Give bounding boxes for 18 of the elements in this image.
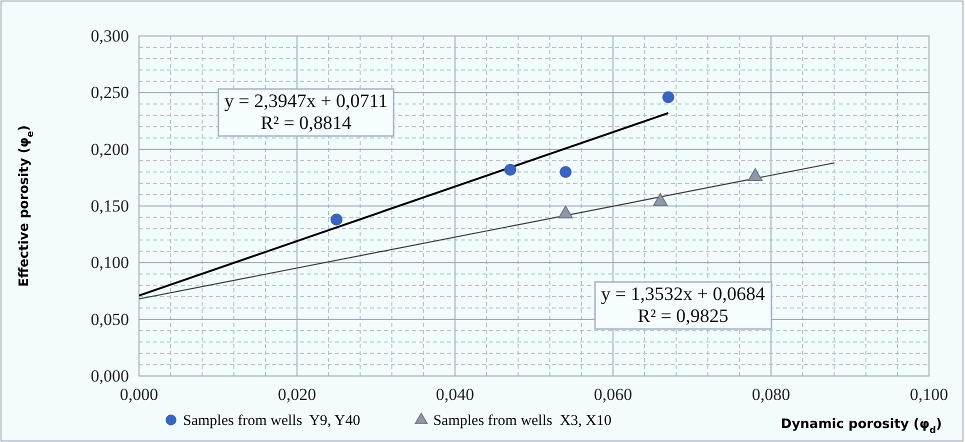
y-tick-label: 0,100: [90, 253, 129, 272]
y-tick-label: 0,000: [90, 366, 129, 386]
annotation: y = 1,3532x + 0,0684 R² = 0,9825: [601, 284, 766, 327]
annotation: y = 2,3947x + 0,0711 R² = 0,8814: [224, 91, 388, 134]
x-axis-title: Dynamic porosity (φ$_{d}$): [780, 417, 942, 436]
x-tick-label: 0,060: [594, 385, 632, 404]
y-tick-label: 0,200: [90, 140, 129, 159]
x-tick-label: 0,000: [120, 385, 158, 404]
legend-label: Samples from wells X3, X10: [433, 413, 612, 429]
x-tick-label: 0,020: [278, 385, 316, 404]
y-tick-label: 0,150: [90, 196, 129, 216]
y-tick-label: 0,250: [90, 83, 129, 102]
x-tick-label: 0,040: [436, 385, 474, 404]
y-tick-label: 0,050: [90, 310, 129, 329]
x-tick-label: 0,100: [910, 385, 948, 404]
y-tick-label: 0,300: [90, 26, 129, 46]
legend-label: Samples from wells Y9, Y40: [183, 413, 360, 429]
x-tick-label: 0,080: [752, 385, 790, 404]
